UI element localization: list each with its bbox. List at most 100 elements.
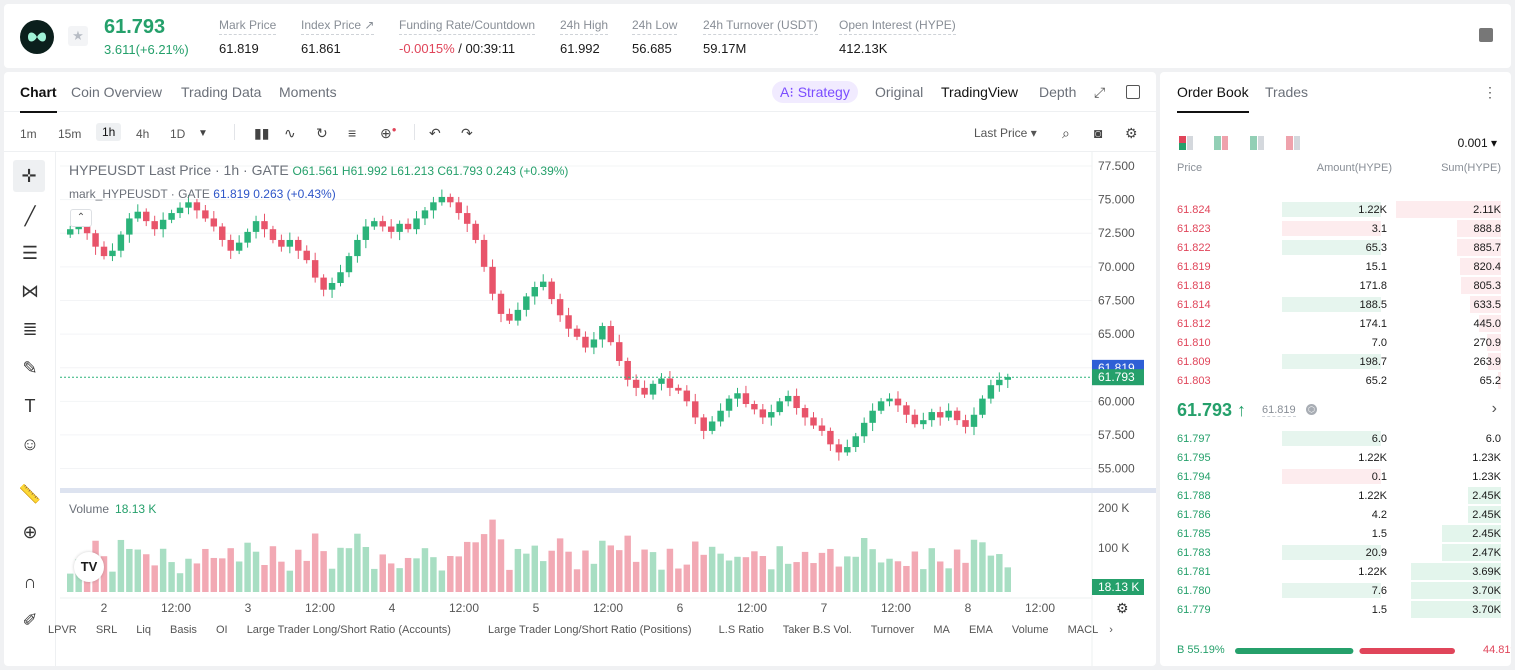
template-icon[interactable]: ≡ — [348, 125, 357, 141]
tab-trades[interactable]: Trades — [1265, 84, 1309, 100]
row-amount: 65.3 — [1365, 242, 1387, 254]
indicator-oi[interactable]: OI — [216, 624, 228, 636]
magnet-icon[interactable]: ∩ — [23, 572, 37, 592]
undo-icon[interactable]: ↶ — [429, 125, 441, 141]
expand-icon[interactable]: ⤢ — [1094, 84, 1106, 100]
emoji-icon[interactable]: ☺ — [20, 434, 40, 454]
collapse-legend-icon[interactable]: ⌃ — [70, 209, 92, 227]
indicator-srl[interactable]: SRL — [95, 624, 118, 636]
tab-coin-overview[interactable]: Coin Overview — [71, 84, 163, 100]
price-chart[interactable]: 77.50075.00072.50070.00067.50065.00062.5… — [60, 152, 1156, 666]
favorite-star-icon[interactable]: ★ — [68, 26, 88, 46]
text-icon[interactable]: T — [24, 396, 36, 416]
bid-row[interactable]: 61.786 4.2 2.45K — [1160, 505, 1511, 524]
candle-body — [894, 398, 902, 406]
indicators-icon[interactable]: ∿ — [284, 125, 296, 141]
view-original[interactable]: Original — [875, 84, 924, 100]
bid-row[interactable]: 61.785 1.5 2.45K — [1160, 524, 1511, 543]
chevron-right-icon[interactable]: › — [1109, 624, 1113, 636]
stat-index-price[interactable]: Index Price ↗ 61.861 — [301, 18, 375, 56]
indicator-taker-vol[interactable]: Taker B.S Vol. — [782, 624, 852, 636]
pencil-lock-icon[interactable]: ✐ — [22, 610, 38, 630]
chart-settings-icon[interactable]: ⚙ — [1116, 600, 1129, 616]
view-depth[interactable]: Depth — [1039, 84, 1077, 100]
crosshair-icon[interactable]: ✛ — [13, 160, 45, 192]
indicator-lt-positions[interactable]: Large Trader Long/Short Ratio (Positions… — [487, 624, 692, 636]
ask-row[interactable]: 61.818 171.8 805.3 — [1160, 276, 1511, 295]
indicator-ema[interactable]: EMA — [968, 624, 993, 636]
bid-row[interactable]: 61.788 1.22K 2.45K — [1160, 486, 1511, 505]
ask-row[interactable]: 61.822 65.3 885.7 — [1160, 238, 1511, 257]
view-tradingview[interactable]: TradingView — [941, 84, 1019, 100]
bid-row[interactable]: 61.781 1.22K 3.69K — [1160, 562, 1511, 581]
indicator-ls-ratio[interactable]: L.S Ratio — [718, 624, 764, 636]
indicator-turnover[interactable]: Turnover — [870, 624, 915, 636]
interval-1m[interactable]: 1m — [20, 127, 37, 141]
ask-row[interactable]: 61.819 15.1 820.4 — [1160, 257, 1511, 276]
chevron-right-icon[interactable]: › — [1491, 400, 1497, 417]
view-bids-icon[interactable] — [1250, 136, 1264, 150]
candle-body — [337, 272, 344, 283]
indicator-lpvr[interactable]: LPVR — [48, 624, 77, 636]
ask-row[interactable]: 61.823 3.1 888.8 — [1160, 219, 1511, 238]
candle-body — [472, 223, 479, 240]
bid-row[interactable]: 61.780 7.6 3.70K — [1160, 581, 1511, 600]
bid-row[interactable]: 61.783 20.9 2.47K — [1160, 543, 1511, 562]
guide-book-icon[interactable] — [1479, 28, 1493, 42]
bid-row[interactable]: 61.779 1.5 3.70K — [1160, 600, 1511, 619]
interval-4h[interactable]: 4h — [136, 127, 150, 141]
ask-row[interactable]: 61.809 198.7 263.9 — [1160, 352, 1511, 371]
trend-line-icon[interactable]: ╱ — [24, 206, 36, 226]
bid-row[interactable]: 61.797 6.0 6.0 — [1160, 429, 1511, 448]
refresh-icon[interactable]: ↻ — [316, 125, 328, 141]
view-asks-icon[interactable] — [1214, 136, 1228, 150]
tab-moments[interactable]: Moments — [279, 84, 337, 100]
chevron-down-icon[interactable]: ▼ — [198, 128, 208, 139]
ask-row[interactable]: 61.812 174.1 445.0 — [1160, 314, 1511, 333]
interval-1h[interactable]: 1h — [96, 123, 122, 141]
indicator-lt-accounts[interactable]: Large Trader Long/Short Ratio (Accounts) — [246, 624, 451, 636]
view-both-icon[interactable] — [1179, 136, 1193, 150]
pattern-icon[interactable]: ⋈ — [21, 281, 39, 301]
candle-body — [936, 412, 944, 418]
camera-icon[interactable]: ◙ — [1094, 125, 1103, 141]
view-depth-icon[interactable] — [1286, 136, 1300, 150]
precision-select[interactable]: 0.001 ▾ — [1457, 136, 1497, 150]
row-price: 61.779 — [1177, 604, 1211, 616]
interval-15m[interactable]: 15m — [58, 127, 82, 141]
divider — [234, 124, 235, 140]
last-price-select[interactable]: Last Price ▾ — [974, 126, 1037, 140]
more-icon[interactable]: ⋮ — [1483, 84, 1497, 100]
horizontal-lines-icon[interactable]: ☰ — [21, 243, 39, 263]
gear-icon[interactable]: ⚙ — [1125, 125, 1138, 141]
bid-row[interactable]: 61.794 0.1 1.23K — [1160, 467, 1511, 486]
volume-bar — [176, 573, 184, 592]
mark-info-icon[interactable]: ⬡ — [1306, 404, 1317, 415]
indicator-basis[interactable]: Basis — [170, 624, 197, 636]
indicator-ma[interactable]: MA — [933, 624, 950, 636]
strategy-button[interactable]: A⁝ Strategy — [772, 81, 858, 103]
chart-toolbar: 1m 15m 1h 4h 1D ▼ ▮▮ ∿ ↻ ≡ ⊕● ↶ ↷ Last P… — [4, 112, 1156, 152]
window-icon[interactable] — [1126, 85, 1140, 99]
indicator-macd[interactable]: MACL — [1067, 624, 1099, 636]
indicator-liq[interactable]: Liq — [136, 624, 151, 636]
ask-row[interactable]: 61.824 1.22K 2.11K — [1160, 200, 1511, 219]
indicator-volume[interactable]: Volume — [1011, 624, 1049, 636]
ask-row[interactable]: 61.814 188.5 633.5 — [1160, 295, 1511, 314]
tab-order-book[interactable]: Order Book — [1177, 84, 1249, 113]
tab-trading-data[interactable]: Trading Data — [181, 84, 262, 100]
candle-body — [159, 219, 167, 230]
add-alert-icon[interactable]: ⊕● — [380, 125, 397, 141]
ask-row[interactable]: 61.810 7.0 270.9 — [1160, 333, 1511, 352]
bid-row[interactable]: 61.795 1.22K 1.23K — [1160, 448, 1511, 467]
ruler-icon[interactable]: 📏 — [18, 484, 42, 504]
tab-chart[interactable]: Chart — [20, 84, 57, 113]
redo-icon[interactable]: ↷ — [461, 125, 473, 141]
search-icon[interactable]: ⌕ — [1062, 125, 1070, 141]
interval-1d[interactable]: 1D — [170, 127, 186, 141]
brush-icon[interactable]: ✎ — [22, 358, 38, 378]
candle-type-icon[interactable]: ▮▮ — [254, 125, 270, 141]
ask-row[interactable]: 61.803 65.2 65.2 — [1160, 371, 1511, 390]
fib-icon[interactable]: ≣ — [22, 319, 38, 339]
zoom-in-icon[interactable]: ⊕ — [22, 522, 38, 542]
